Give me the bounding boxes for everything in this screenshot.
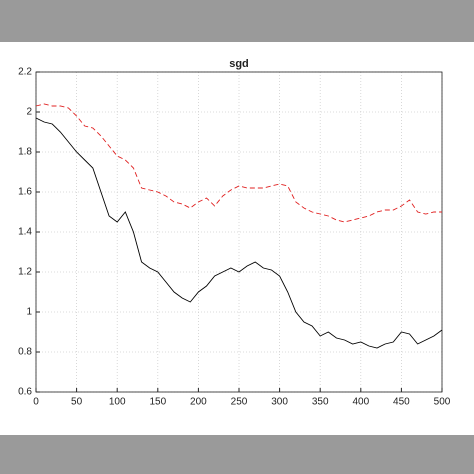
x-tick-label: 50 (71, 397, 83, 408)
x-tick-label: 150 (149, 397, 166, 408)
chart-title: sgd (229, 58, 249, 70)
x-tick-label: 500 (434, 397, 451, 408)
x-tick-label: 100 (109, 397, 126, 408)
bottom-band (0, 435, 474, 474)
y-tick-label: 1.8 (18, 147, 32, 158)
x-tick-label: 300 (271, 397, 288, 408)
x-tick-label: 0 (33, 397, 39, 408)
x-tick-label: 200 (190, 397, 207, 408)
y-tick-label: 1.2 (18, 267, 32, 278)
axes-box (35, 71, 443, 393)
y-tick-label: 0.6 (18, 387, 32, 398)
y-tick-label: 2.2 (18, 67, 32, 78)
x-tick-label: 450 (393, 397, 410, 408)
y-tick-label: 1.4 (18, 227, 32, 238)
y-tick-label: 0.8 (18, 347, 32, 358)
y-tick-label: 1.6 (18, 187, 32, 198)
line-series (35, 117, 443, 349)
top-band (0, 0, 474, 42)
line-series (35, 103, 442, 223)
y-tick-label: 2 (26, 107, 32, 118)
x-tick-label: 250 (231, 397, 248, 408)
y-tick-label: 1 (26, 307, 32, 318)
x-tick-label: 400 (352, 397, 369, 408)
x-tick-label: 350 (312, 397, 329, 408)
